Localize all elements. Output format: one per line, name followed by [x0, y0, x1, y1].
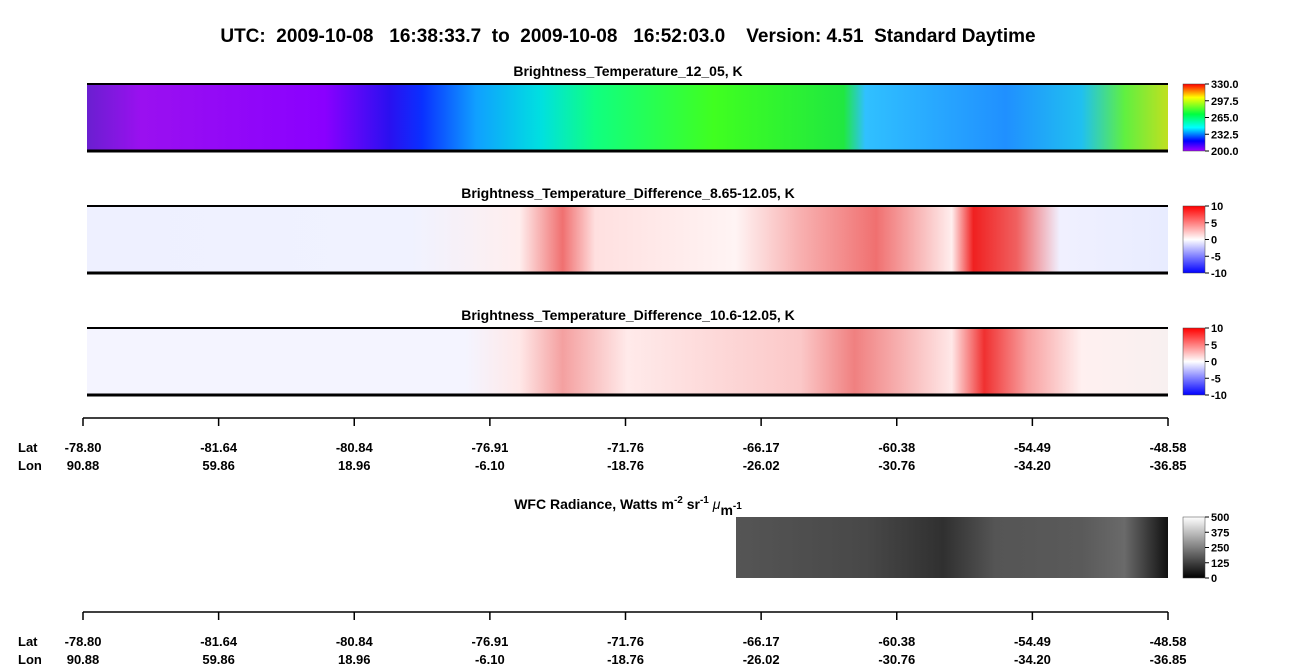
colorbar-label: -10 [1211, 390, 1227, 402]
lat-label: -60.38 [878, 634, 915, 649]
lat-label: -81.64 [200, 634, 238, 649]
colorbar-label: 297.5 [1211, 96, 1239, 108]
row-label: Lon [18, 652, 42, 667]
lon-label: -34.20 [1014, 458, 1051, 473]
panel-title: Brightness_Temperature_Difference_10.6-1… [461, 307, 795, 323]
lon-label: -6.10 [475, 652, 505, 667]
lon-label: 90.88 [67, 458, 100, 473]
colorbar-label: 500 [1211, 512, 1229, 524]
colorbar-label: 330.0 [1211, 79, 1239, 91]
colorbar [1182, 516, 1206, 579]
lat-label: -76.91 [471, 440, 508, 455]
row-label: Lon [18, 458, 42, 473]
lat-label: -81.64 [200, 440, 238, 455]
colorbar-label: 10 [1211, 201, 1223, 213]
figure-title: UTC: 2009-10-08 16:38:33.7 to 2009-10-08… [220, 26, 1035, 47]
panel-title: Brightness_Temperature_12_05, K [513, 63, 742, 79]
colorbar [1182, 205, 1206, 274]
lon-label: -18.76 [607, 458, 644, 473]
lon-label: -26.02 [743, 652, 780, 667]
lat-label: -71.76 [607, 440, 644, 455]
lon-label: -36.85 [1150, 458, 1187, 473]
colorbar [1182, 83, 1206, 152]
lon-label: 18.96 [338, 652, 371, 667]
lat-label: -54.49 [1014, 634, 1051, 649]
wfc-title-part: m [720, 502, 732, 518]
wfc-title-part: WFC Radiance, Watts m [514, 496, 674, 512]
lat-label: -48.58 [1150, 440, 1187, 455]
lon-label: -18.76 [607, 652, 644, 667]
panel-image [87, 328, 1168, 395]
colorbar-label: 232.5 [1211, 129, 1239, 141]
colorbar-label: 10 [1211, 323, 1223, 335]
wfc-title: WFC Radiance, Watts m-2 sr-1 μm-1 [514, 495, 742, 518]
colorbar-label: 0 [1211, 573, 1217, 585]
colorbar-label: 0 [1211, 235, 1217, 247]
wfc-title-part: sr [683, 496, 701, 512]
colorbar-label: 375 [1211, 527, 1229, 539]
lat-label: -54.49 [1014, 440, 1051, 455]
colorbar-label: 250 [1211, 543, 1229, 555]
row-label: Lat [18, 440, 38, 455]
lon-label: 90.88 [67, 652, 100, 667]
colorbar-label: 5 [1211, 218, 1217, 230]
lon-label: 59.86 [202, 458, 235, 473]
colorbar [1182, 327, 1206, 396]
lon-label: -36.85 [1150, 652, 1187, 667]
colorbar-label: 200.0 [1211, 146, 1239, 158]
lon-label: 59.86 [202, 652, 235, 667]
lat-label: -80.84 [336, 634, 374, 649]
colorbar-label: 0 [1211, 357, 1217, 369]
lat-label: -66.17 [743, 634, 780, 649]
colorbar-label: -5 [1211, 373, 1221, 385]
colorbar-label: -5 [1211, 251, 1221, 263]
lat-label: -78.80 [65, 440, 102, 455]
wfc-image [736, 517, 1168, 578]
lat-label: -76.91 [471, 634, 508, 649]
lon-label: -26.02 [743, 458, 780, 473]
lon-label: -30.76 [878, 652, 915, 667]
colorbar-label: 125 [1211, 558, 1229, 570]
lat-label: -48.58 [1150, 634, 1187, 649]
lat-label: -80.84 [336, 440, 374, 455]
wfc-title-part: μ [709, 496, 721, 512]
lat-label: -66.17 [743, 440, 780, 455]
lon-label: -30.76 [878, 458, 915, 473]
lon-label: -34.20 [1014, 652, 1051, 667]
panel-image [87, 84, 1168, 151]
colorbar-label: 5 [1211, 340, 1217, 352]
wfc-title-part: -1 [733, 501, 742, 512]
panel-image [87, 206, 1168, 273]
row-label: Lat [18, 634, 38, 649]
wfc-title-part: -1 [700, 495, 709, 506]
lon-label: -6.10 [475, 458, 505, 473]
panel-title: Brightness_Temperature_Difference_8.65-1… [461, 185, 795, 201]
lat-label: -60.38 [878, 440, 915, 455]
colorbar-label: -10 [1211, 268, 1227, 280]
lat-label: -71.76 [607, 634, 644, 649]
lon-label: 18.96 [338, 458, 371, 473]
wfc-title-part: -2 [674, 495, 683, 506]
lat-label: -78.80 [65, 634, 102, 649]
colorbar-label: 265.0 [1211, 113, 1239, 125]
